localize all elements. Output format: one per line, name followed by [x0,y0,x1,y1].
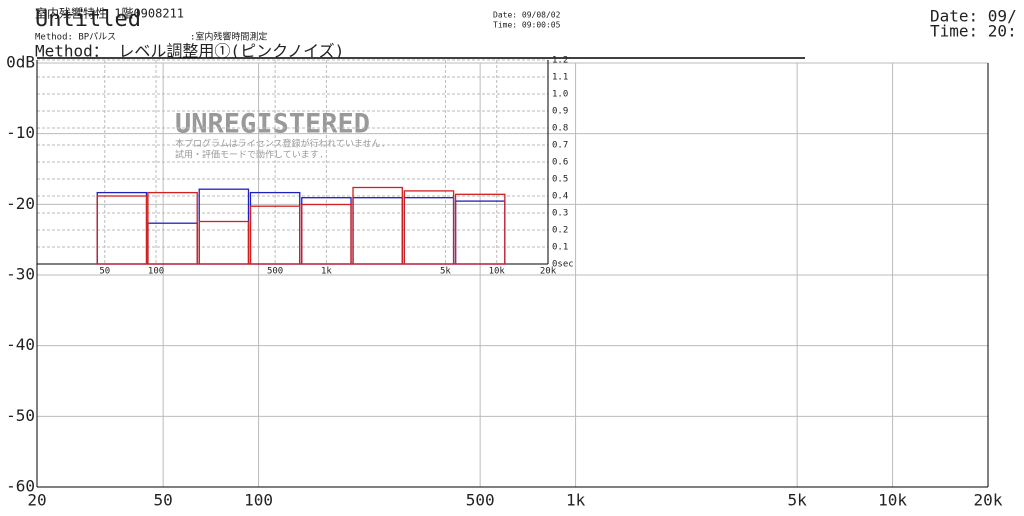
small-date: Date: 09/08/02 [493,11,561,20]
y-tick-label: 0.7 [552,141,568,151]
bar [352,186,403,265]
watermark-line: 本プログラムはライセンス登録が行われていません. [175,138,386,150]
y-tick-label: -10 [6,123,35,142]
y-tick-label: 0.5 [552,175,568,185]
x-tick-label: 100 [148,267,164,277]
small-method: Method: BPパルス [35,32,116,43]
bar [403,190,455,265]
bar [454,193,506,265]
y-tick-label: -50 [6,406,35,425]
y-tick-label: 1.1 [552,73,568,83]
bar [147,222,198,265]
x-tick-label: 50 [154,491,173,510]
y-tick-label: -40 [6,335,35,354]
bar [249,205,301,265]
x-tick-label: 10k [878,491,907,510]
y-tick-label: 0.2 [552,226,568,236]
y-tick-label: 0.8 [552,124,568,134]
bar [249,191,301,265]
x-tick-label: 1k [321,267,332,277]
x-tick-label: 500 [267,267,283,277]
y-tick-label: 0.6 [552,158,568,168]
small-note: :室内残響時間測定 [190,31,267,43]
watermark-line: 試用・評価モードで動作しています. [175,149,324,161]
date: Date: 09/ [930,7,1017,26]
y-tick-label: 0.1 [552,243,568,253]
x-tick-label: 5k [788,491,808,510]
y-tick-label: 0dB [6,53,35,72]
bar [198,220,250,265]
bar [96,195,148,265]
time: Time: 20: [930,22,1017,41]
y-tick-label: 0.3 [552,209,568,219]
bar [96,191,148,265]
x-tick-label: 5k [440,267,451,277]
x-tick-label: 20k [540,267,557,277]
bar [403,197,455,265]
y-tick-label: 0.4 [552,192,568,202]
y-tick-label: 0sec [552,260,574,270]
y-tick-label: 1.0 [552,90,568,100]
y-tick-label: -60 [6,477,35,496]
x-tick-label: 500 [466,491,495,510]
x-tick-label: 100 [244,491,273,510]
x-tick-label: 50 [99,267,110,277]
watermark-title: UNREGISTERED [175,109,370,140]
x-tick-label: 10k [489,267,506,277]
x-tick-label: 1k [566,491,586,510]
subtitle: 室内残響特性 1階0908211 [35,6,184,21]
bar [198,188,250,265]
y-tick-label: 0.9 [552,107,568,117]
bar [352,197,403,265]
x-tick-label: 20 [27,491,46,510]
y-tick-label: 1.2 [552,56,568,66]
x-tick-label: 20k [974,491,1003,510]
title: Untitled [35,7,141,32]
bar [301,203,352,265]
method: Method： レベル調整用①(ピンクノイズ) [35,42,344,61]
small-time: Time: 09:00:05 [493,21,561,30]
y-tick-label: -30 [6,265,35,284]
y-tick-label: -20 [6,194,35,213]
bar [147,191,198,265]
